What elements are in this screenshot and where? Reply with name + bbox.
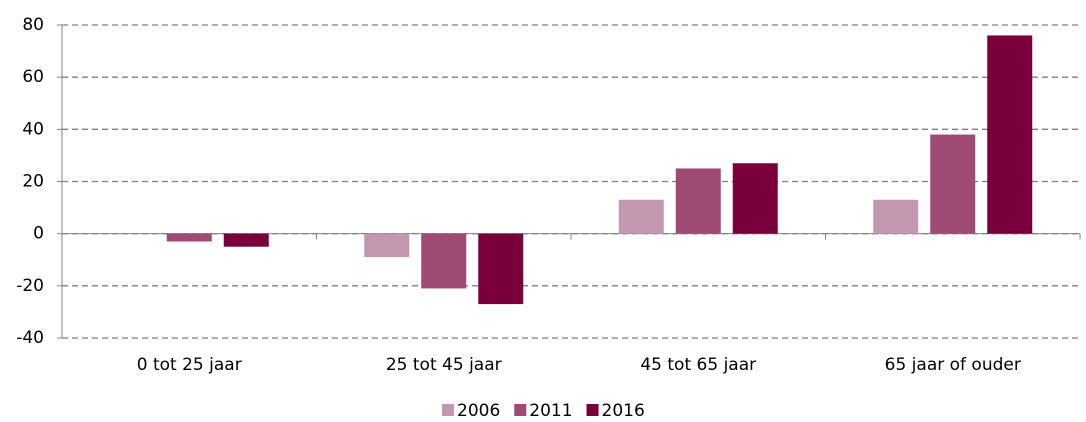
- bar: [421, 233, 467, 289]
- bar: [364, 233, 410, 258]
- y-tick-label: 60: [22, 67, 44, 87]
- bar: [223, 233, 269, 247]
- y-tick-label: -40: [16, 328, 44, 348]
- y-tick-label: -20: [16, 276, 44, 296]
- bar: [675, 168, 721, 234]
- legend-label: 2011: [529, 401, 572, 421]
- legend-swatch: [514, 404, 527, 416]
- x-tick-label: 0 tot 25 jaar: [137, 355, 242, 375]
- y-tick-label: 20: [22, 172, 44, 192]
- legend-label: 2016: [602, 401, 645, 421]
- x-tick-label: 25 tot 45 jaar: [386, 355, 502, 375]
- y-tick-label: 0: [33, 224, 44, 244]
- bar: [873, 199, 919, 234]
- bar: [987, 35, 1033, 234]
- legend-swatch: [442, 404, 454, 416]
- y-tick-label: 80: [22, 15, 44, 35]
- legend-swatch: [586, 404, 599, 416]
- bar: [478, 233, 524, 305]
- x-tick-label: 65 jaar of ouder: [885, 355, 1021, 375]
- legend-label: 2006: [457, 401, 500, 421]
- y-tick-label: 40: [22, 119, 44, 139]
- bar: [732, 163, 778, 234]
- bar: [166, 233, 212, 242]
- x-tick-label: 45 tot 65 jaar: [640, 355, 756, 375]
- bar: [618, 199, 664, 234]
- bar: [930, 134, 976, 234]
